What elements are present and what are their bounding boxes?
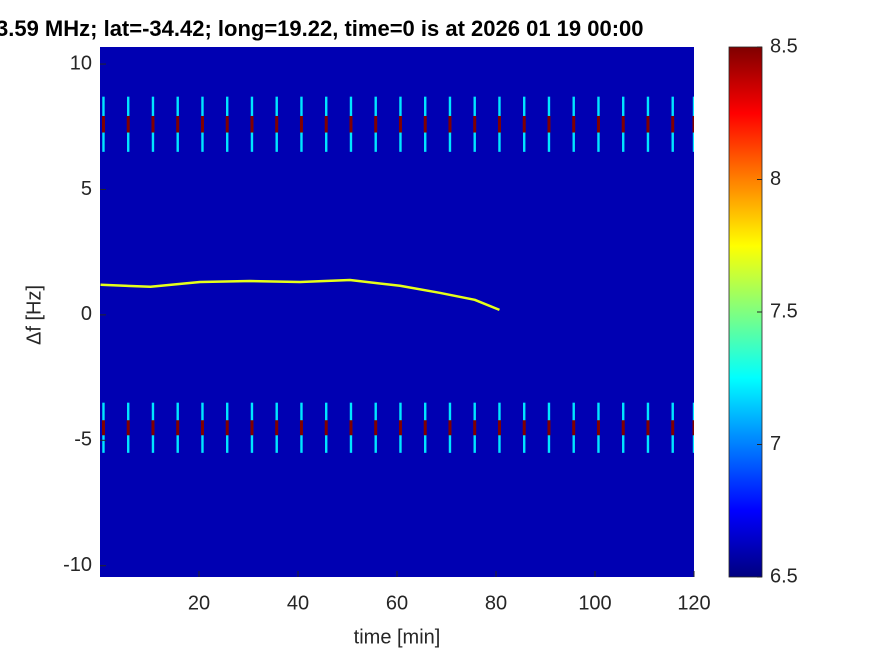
pulse-peak [324, 115, 328, 133]
pulse-peak [522, 420, 526, 436]
pulse-peak [176, 115, 180, 133]
pulse-peak [572, 115, 576, 133]
pulse-peak [448, 420, 452, 436]
pulse-peak [692, 115, 694, 133]
pulse-peak [398, 115, 402, 133]
pulse-peak [692, 420, 694, 436]
pulse-peak [374, 420, 378, 436]
pulse-peak [596, 420, 600, 436]
pulse-peak [646, 115, 650, 133]
pulse-peak [448, 115, 452, 133]
y-tick-label: -5 [74, 429, 92, 451]
plot-area [100, 96, 694, 453]
x-axis-label: time [min] [354, 626, 441, 648]
pulse-peak [126, 115, 130, 133]
pulse-peak [101, 420, 105, 436]
pulse-peak [423, 115, 427, 133]
x-tick-label: 120 [677, 592, 710, 614]
pulse-peak [621, 420, 625, 436]
pulse-peak [151, 420, 155, 436]
colorbar-tick-label: 8.5 [770, 35, 798, 57]
pulse-peak [572, 420, 576, 436]
pulse-peak [522, 115, 526, 133]
colorbar-tick-label: 7 [770, 433, 781, 455]
pulse-peak [547, 420, 551, 436]
y-tick-label: 0 [81, 303, 92, 325]
pulse-peak [374, 115, 378, 133]
pulse-peak [225, 420, 229, 436]
pulse-peak [398, 420, 402, 436]
pulse-peak [473, 420, 477, 436]
pulse-peak [646, 420, 650, 436]
pulse-peak [176, 420, 180, 436]
y-tick-label: 5 [81, 178, 92, 200]
pulse-peak [497, 115, 501, 133]
x-tick-label: 60 [386, 592, 408, 614]
pulse-peak [275, 420, 279, 436]
pulse-peak [275, 115, 279, 133]
pulse-peak [671, 115, 675, 133]
pulse-peak [250, 115, 254, 133]
pulse-peak [497, 420, 501, 436]
pulse-peak [671, 420, 675, 436]
pulse-peak [225, 115, 229, 133]
pulse-peak [349, 420, 353, 436]
x-tick-label: 40 [287, 592, 309, 614]
pulse-peak [349, 115, 353, 133]
y-tick-label: 10 [70, 52, 92, 74]
background [100, 47, 694, 577]
pulse-peak [151, 115, 155, 133]
pulse-peak [423, 420, 427, 436]
colorbar-tick-label: 6.5 [770, 565, 798, 587]
pulse-peak [200, 420, 204, 436]
pulse-peak [473, 115, 477, 133]
trace [100, 278, 500, 312]
pulse-peak [299, 420, 303, 436]
x-tick-label: 100 [578, 592, 611, 614]
pulse-peak [126, 420, 130, 436]
pulse-peak [324, 420, 328, 436]
colorbar-tick-label: 8 [770, 168, 781, 190]
pulse-peak [250, 420, 254, 436]
y-tick-label: -10 [63, 554, 92, 576]
x-tick-label: 80 [485, 592, 507, 614]
pulse-peak [596, 115, 600, 133]
x-tick-label: 20 [188, 592, 210, 614]
pulse-peak [101, 115, 105, 133]
pulse-peak [547, 115, 551, 133]
pulse-peak [299, 115, 303, 133]
colorbar [728, 46, 763, 578]
y-axis-label: Δf [Hz] [23, 285, 45, 345]
chart-title: 3.59 MHz; lat=-34.42; long=19.22, time=0… [0, 16, 644, 41]
pulse-peak [621, 115, 625, 133]
pulse-peak [200, 115, 204, 133]
colorbar-tick-label: 7.5 [770, 300, 798, 322]
